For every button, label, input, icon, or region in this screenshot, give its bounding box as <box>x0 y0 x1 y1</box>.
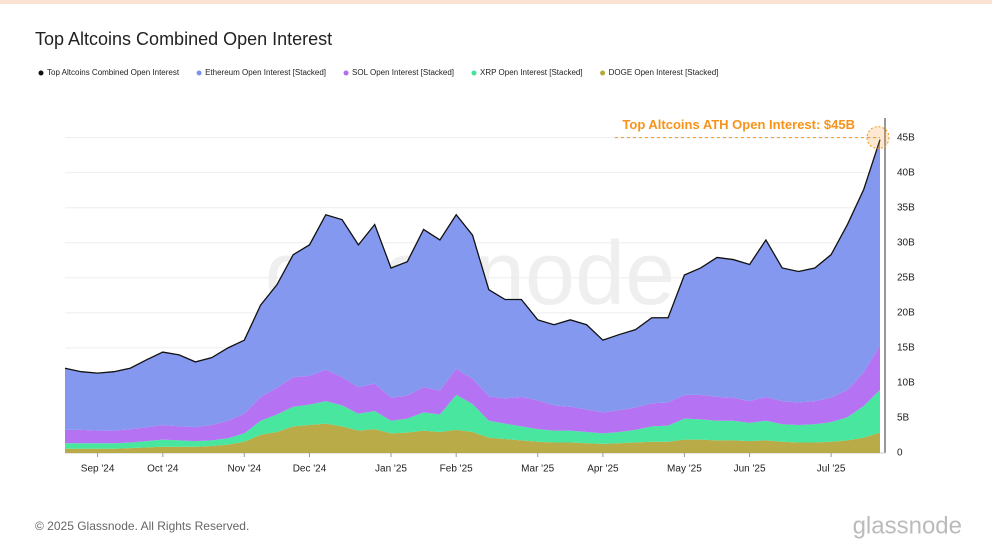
y-tick-label: 5B <box>897 413 910 424</box>
y-tick-label: 20B <box>897 307 915 318</box>
x-tick-label: Sep '24 <box>81 464 115 475</box>
y-tick-label: 35B <box>897 202 915 213</box>
legend-dot <box>600 70 606 76</box>
y-tick-label: 0 <box>897 448 903 459</box>
top-strip <box>0 0 992 4</box>
y-tick-label: 45B <box>897 132 915 143</box>
area <box>65 345 880 444</box>
y-tick-label: 15B <box>897 343 915 354</box>
x-tick-label: Apr '25 <box>587 464 619 475</box>
chart-title: Top Altcoins Combined Open Interest <box>35 29 332 49</box>
x-tick-label: Jul '25 <box>817 464 846 475</box>
x-tick-label: Dec '24 <box>293 464 327 475</box>
x-tick-label: Jan '25 <box>375 464 407 475</box>
legend-dot <box>38 70 44 76</box>
y-tick-label: 40B <box>897 167 915 178</box>
annotation-text: Top Altcoins ATH Open Interest: $45B <box>622 117 855 132</box>
legend-label: XRP Open Interest [Stacked] <box>480 68 583 77</box>
legend-label: DOGE Open Interest [Stacked] <box>609 68 719 77</box>
legend-dot <box>471 70 477 76</box>
legend-dot <box>196 70 202 76</box>
area <box>65 423 880 453</box>
x-tick-label: Oct '24 <box>147 464 179 475</box>
total-line <box>64 139 881 374</box>
area <box>65 389 880 449</box>
legend-label: Top Altcoins Combined Open Interest <box>47 68 180 77</box>
logo: glassnode <box>853 512 962 539</box>
x-tick-label: May '25 <box>667 464 702 475</box>
legend-dot <box>343 70 349 76</box>
x-tick-label: Nov '24 <box>228 464 262 475</box>
y-tick-label: 30B <box>897 237 915 248</box>
legend-label: Ethereum Open Interest [Stacked] <box>205 68 326 77</box>
x-tick-label: Feb '25 <box>440 464 473 475</box>
legend-label: SOL Open Interest [Stacked] <box>352 68 454 77</box>
y-tick-label: 10B <box>897 378 915 389</box>
area <box>65 139 880 431</box>
x-tick-label: Mar '25 <box>521 464 554 475</box>
copyright: © 2025 Glassnode. All Rights Reserved. <box>35 519 249 533</box>
x-tick-label: Jun '25 <box>734 464 766 475</box>
y-tick-label: 25B <box>897 272 915 283</box>
annotation-marker <box>866 126 890 150</box>
